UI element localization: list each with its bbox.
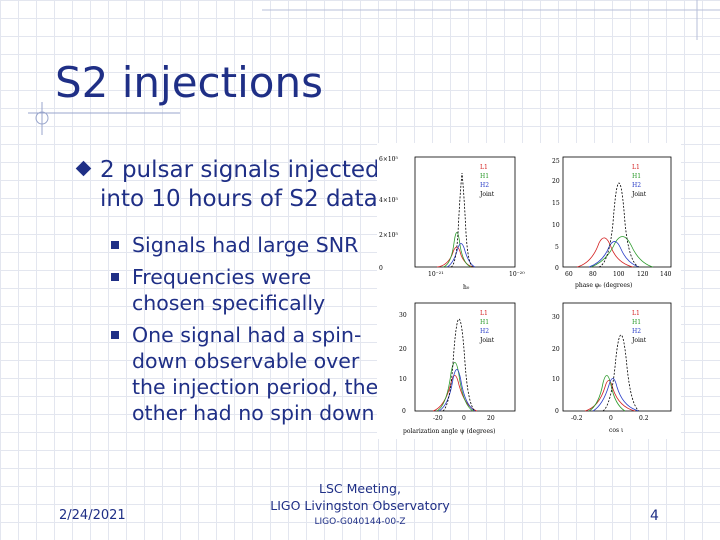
legend-entry: H2 — [480, 328, 489, 335]
x-tick-label: 140 — [660, 271, 672, 278]
main-bullet: 2 pulsar signals injected into 10 hours … — [75, 156, 385, 214]
y-tick-label: 6×10⁵ — [379, 156, 398, 163]
legend-entry: H2 — [480, 182, 489, 189]
curve-h2 — [592, 378, 640, 412]
panel-cos-iota: 30 20 10 0 -0.2 0 0.2 cos ι L1 H1 H2 Joi… — [552, 302, 672, 434]
list-item: Frequencies were chosen specifically — [100, 264, 385, 316]
y-tick-label: 0 — [555, 265, 559, 272]
page-number: 4 — [650, 508, 659, 524]
curve-h1 — [590, 236, 654, 268]
legend-entry: Joint — [479, 337, 495, 344]
square-bullet-icon — [111, 241, 119, 249]
square-bullet-icon — [111, 331, 119, 339]
x-axis-label: h₀ — [463, 284, 470, 291]
curve-l1 — [432, 375, 478, 412]
x-tick-label: 80 — [589, 271, 597, 278]
y-tick-label: 10 — [399, 376, 407, 383]
curve-h2 — [438, 369, 476, 412]
y-tick-label: 10 — [552, 376, 560, 383]
legend-entry: L1 — [480, 164, 488, 171]
legend-entry: H2 — [632, 328, 641, 335]
x-tick-label: 0.2 — [639, 415, 649, 422]
curve-h1 — [442, 232, 472, 268]
curve-joint — [602, 334, 640, 412]
x-tick-label: 10⁻²¹ — [428, 271, 444, 278]
y-tick-label: 10 — [552, 222, 560, 229]
diamond-bullet-icon — [75, 160, 92, 177]
legend-entry: L1 — [632, 164, 640, 171]
square-bullet-icon — [111, 273, 119, 281]
y-tick-label: 0 — [555, 408, 559, 415]
x-tick-label: 100 — [613, 271, 625, 278]
panel-h0: 6×10⁵ 4×10⁵ 2×10⁵ 0 10⁻²¹ 10⁻²⁰ h₀ L1 H1… — [379, 156, 525, 291]
list-item: One signal had a spin-down observable ov… — [100, 322, 385, 426]
y-tick-label: 2×10⁵ — [379, 232, 398, 239]
sub-bullet-text: Signals had large SNR — [132, 233, 359, 257]
posterior-plots-figure: 6×10⁵ 4×10⁵ 2×10⁵ 0 10⁻²¹ 10⁻²⁰ h₀ L1 H1… — [377, 143, 681, 439]
y-tick-label: 25 — [552, 158, 560, 165]
legend-entry: L1 — [632, 310, 640, 317]
curve-joint — [442, 318, 476, 412]
legend-entry: Joint — [631, 191, 647, 198]
main-bullet-text: 2 pulsar signals injected into 10 hours … — [100, 157, 380, 212]
list-item: Signals had large SNR — [100, 232, 385, 258]
curve-l1 — [584, 380, 636, 412]
curve-h2 — [588, 241, 640, 268]
sub-bullet-text: Frequencies were chosen specifically — [132, 265, 326, 315]
curve-joint — [598, 182, 640, 268]
x-axis-label: phase φ₀ (degrees) — [575, 282, 632, 289]
curve-h1 — [588, 375, 626, 412]
x-axis-label: polarization angle ψ (degrees) — [403, 428, 495, 435]
slide-body: 2 pulsar signals injected into 10 hours … — [75, 156, 385, 432]
y-tick-label: 30 — [399, 312, 407, 319]
legend-entry: L1 — [480, 310, 488, 317]
corner-decoration — [28, 0, 720, 135]
footer-date: 2/24/2021 — [59, 508, 126, 523]
curve-l1 — [576, 237, 634, 268]
y-tick-label: 30 — [552, 314, 560, 321]
sub-bullet-text: One signal had a spin-down observable ov… — [132, 323, 379, 425]
footer-meeting-line: LIGO Livingston Observatory — [270, 498, 450, 513]
y-tick-label: 20 — [552, 178, 560, 185]
y-tick-label: 0 — [379, 265, 383, 272]
legend-entry: H1 — [632, 173, 641, 180]
x-tick-label: 60 — [565, 271, 573, 278]
curve-joint — [450, 172, 474, 268]
y-tick-label: 4×10⁵ — [379, 197, 398, 204]
x-tick-label: -20 — [433, 415, 443, 422]
panel-phase: 25 20 15 10 5 0 60 80 100 120 140 phase … — [552, 156, 672, 289]
x-axis-label: cos ι — [609, 427, 624, 434]
legend-entry: H1 — [632, 319, 641, 326]
x-tick-label: 10⁻²⁰ — [509, 271, 525, 278]
sub-bullet-list: Signals had large SNR Frequencies were c… — [100, 232, 385, 426]
y-tick-label: 20 — [552, 346, 560, 353]
legend-entry: H1 — [480, 173, 489, 180]
x-tick-label: 120 — [637, 271, 649, 278]
y-tick-label: 15 — [552, 200, 560, 207]
curve-h1 — [436, 362, 474, 412]
x-tick-label: 0 — [609, 415, 613, 422]
page-title: S2 injections — [55, 58, 323, 107]
legend-entry: Joint — [631, 337, 647, 344]
footer-meeting-line: LSC Meeting, — [319, 481, 401, 496]
legend-entry: Joint — [479, 191, 495, 198]
y-tick-label: 0 — [402, 408, 406, 415]
x-tick-label: 20 — [487, 415, 495, 422]
panel-polarization: 30 20 10 0 -20 0 20 polarization angle ψ… — [399, 302, 516, 435]
legend-entry: H2 — [632, 182, 641, 189]
footer-doc-number: LIGO-G040144-00-Z — [314, 517, 406, 527]
y-tick-label: 20 — [399, 346, 407, 353]
footer-meeting: LSC Meeting, LIGO Livingston Observatory… — [260, 480, 460, 531]
y-tick-label: 5 — [555, 244, 559, 251]
x-tick-label: -0.2 — [571, 415, 583, 422]
x-tick-label: 0 — [462, 415, 466, 422]
legend-entry: H1 — [480, 319, 489, 326]
